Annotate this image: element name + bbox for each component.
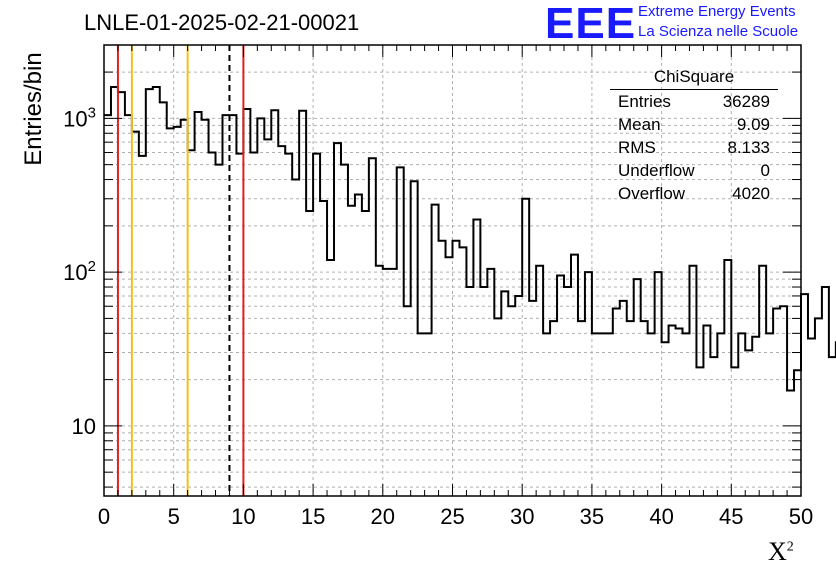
chart-title: LNLE-01-2025-02-21-00021: [84, 10, 360, 35]
stats-row-mean: Mean 9.09: [610, 113, 778, 136]
x-tick-label: 5: [168, 504, 180, 529]
stats-row-overflow: Overflow 4020: [610, 182, 778, 205]
logo-text-line2: La Scienza nelle Scuole: [638, 23, 799, 40]
stats-value: 9.09: [736, 115, 770, 134]
stats-title: ChiSquare: [610, 67, 778, 90]
y-tick-label: 10: [72, 414, 96, 439]
x-tick-label: 0: [98, 504, 110, 529]
y-tick-label: 103: [63, 104, 96, 131]
x-tick-label: 35: [580, 504, 604, 529]
x-axis-label-base: X: [768, 537, 787, 566]
histogram-series: [104, 85, 836, 392]
x-tick-label: 15: [301, 504, 325, 529]
y-tick-label: 102: [63, 258, 96, 285]
x-axis-label-exponent: 2: [786, 539, 794, 555]
stats-row-entries: Entries 36289: [610, 90, 778, 113]
x-tick-label: 25: [440, 504, 464, 529]
stats-row-underflow: Underflow 0: [610, 159, 778, 182]
stats-row-rms: RMS 8.133: [610, 136, 778, 159]
stats-value: 36289: [722, 92, 770, 111]
stats-value: 8.133: [727, 138, 770, 157]
x-axis-label: X2: [768, 537, 794, 567]
stats-box: ChiSquare Entries 36289 Mean 9.09 RMS 8.…: [610, 67, 778, 205]
stats-label: Overflow: [618, 184, 686, 203]
stats-label: Mean: [618, 115, 661, 134]
stats-label: RMS: [618, 138, 656, 157]
stats-value: 4020: [732, 184, 770, 203]
x-tick-label: 10: [231, 504, 255, 529]
x-tick-label: 50: [789, 504, 813, 529]
eee-logo-mark: EEE: [545, 0, 637, 48]
logo-text-line1: Extreme Energy Events: [638, 3, 796, 20]
x-tick-label: 20: [371, 504, 395, 529]
stats-label: Underflow: [618, 161, 695, 180]
stats-value: 0: [760, 161, 770, 180]
stats-label: Entries: [618, 92, 671, 111]
x-tick-label: 30: [510, 504, 534, 529]
x-tick-label: 40: [649, 504, 673, 529]
x-tick-label: 45: [719, 504, 743, 529]
